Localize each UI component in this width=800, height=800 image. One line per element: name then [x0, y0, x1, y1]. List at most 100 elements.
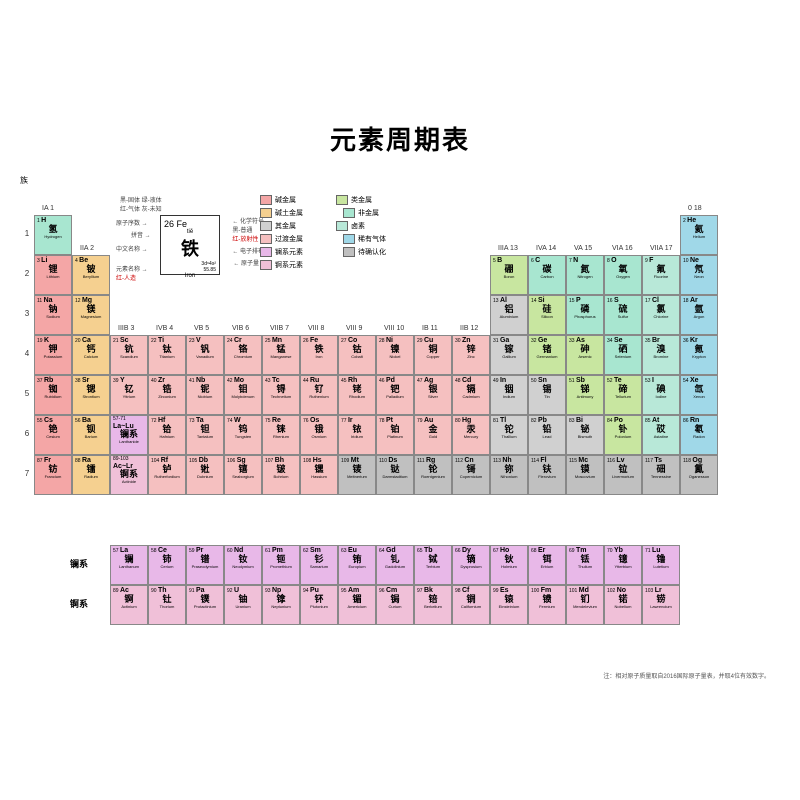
group-label: IIA 2	[80, 245, 94, 252]
period-label: 7	[20, 469, 34, 478]
element-cell: 90 Th钍Thorium	[148, 585, 186, 625]
group-label: IIIA 13	[498, 245, 518, 252]
element-cell: 45 Rh铑Rhodium	[338, 375, 376, 415]
element-cell: 52 Te碲Tellurium	[604, 375, 642, 415]
element-cell: 68 Er铒Erbium	[528, 545, 566, 585]
title: 元素周期表	[20, 120, 780, 157]
period-label: 2	[20, 269, 34, 278]
element-cell: 101 Md钔Mendelevium	[566, 585, 604, 625]
group-label: VIIB 7	[270, 325, 289, 332]
group-label: IVB 4	[156, 325, 173, 332]
element-cell: 3 Li锂Lithium	[34, 255, 72, 295]
element-cell: 58 Ce铈Cerium	[148, 545, 186, 585]
element-cell: 118 Og鿫Oganesson	[680, 455, 718, 495]
element-cell: 40 Zr锆Zirconium	[148, 375, 186, 415]
element-cell: 57 La镧Lanthanum	[110, 545, 148, 585]
element-cell: 98 Cf锎Californium	[452, 585, 490, 625]
element-cell: 112 Cn鿔Copernicium	[452, 455, 490, 495]
group-label: VIII 10	[384, 325, 404, 332]
element-cell: 14 Si硅Silicon	[528, 295, 566, 335]
element-cell: 16 S硫Sulfur	[604, 295, 642, 335]
element-cell: 100 Fm镄Fermium	[528, 585, 566, 625]
element-cell: 92 U铀Uranium	[224, 585, 262, 625]
element-cell: 24 Cr铬Chromium	[224, 335, 262, 375]
element-cell: 95 Am镅Americium	[338, 585, 376, 625]
element-cell: 48 Cd镉Cadmium	[452, 375, 490, 415]
element-cell: 91 Pa镤Protactinium	[186, 585, 224, 625]
element-cell: 57-71 La~Lu镧系Lanthanide	[110, 415, 148, 455]
periodic-table-grid: IA 1IIA 2IIIB 3IVB 4VB 5VIB 6VIIB 7VIII …	[20, 165, 780, 525]
element-cell: 73 Ta钽Tantalum	[186, 415, 224, 455]
zu-label: 族	[20, 175, 28, 186]
group-label: VIIA 17	[650, 245, 673, 252]
element-cell: 6 C碳Carbon	[528, 255, 566, 295]
element-cell: 88 Ra镭Radium	[72, 455, 110, 495]
element-cell: 43 Tc锝Technetium	[262, 375, 300, 415]
element-cell: 96 Cm锔Curium	[376, 585, 414, 625]
element-cell: 44 Ru钌Ruthenium	[300, 375, 338, 415]
element-cell: 30 Zn锌Zinc	[452, 335, 490, 375]
element-cell: 39 Y钇Yttrium	[110, 375, 148, 415]
element-cell: 74 W钨Tungsten	[224, 415, 262, 455]
element-cell: 61 Pm钷Promethium	[262, 545, 300, 585]
group-label: IB 11	[422, 325, 438, 332]
element-cell: 97 Bk锫Berkelium	[414, 585, 452, 625]
element-cell: 75 Re铼Rhenium	[262, 415, 300, 455]
element-cell: 71 Lu镥Lutetium	[642, 545, 680, 585]
element-cell: 53 I碘Iodine	[642, 375, 680, 415]
key-diagram: 黑-固体 绿-液体红-气体 灰-未知26 Fetiě铁3d⁶4s²55.85Ir…	[120, 195, 220, 275]
element-cell: 51 Sb锑Antimony	[566, 375, 604, 415]
element-cell: 31 Ga镓Gallium	[490, 335, 528, 375]
element-cell: 19 K钾Potassium	[34, 335, 72, 375]
element-cell: 56 Ba钡Barium	[72, 415, 110, 455]
group-label: IA 1	[42, 205, 54, 212]
period-label: 3	[20, 309, 34, 318]
element-cell: 25 Mn锰Manganese	[262, 335, 300, 375]
element-cell: 22 Ti钛Titanium	[148, 335, 186, 375]
element-cell: 37 Rb铷Rubidium	[34, 375, 72, 415]
element-cell: 115 Mc镆Moscovium	[566, 455, 604, 495]
element-cell: 13 Al铝Aluminium	[490, 295, 528, 335]
element-cell: 5 B硼Boron	[490, 255, 528, 295]
element-cell: 72 Hf铪Hafnium	[148, 415, 186, 455]
lanthanide-actinide-block: 镧系锕系57 La镧Lanthanum58 Ce铈Cerium59 Pr镨Pra…	[20, 545, 780, 625]
element-cell: 84 Po钋Polonium	[604, 415, 642, 455]
element-cell: 94 Pu钚Plutonium	[300, 585, 338, 625]
element-cell: 110 Ds𫟼Darmstadtium	[376, 455, 414, 495]
footnote: 注：相对原子质量取自2016国际原子量表，并取4位有效数字。	[603, 671, 770, 680]
period-label: 1	[20, 229, 34, 238]
group-label: 0 18	[688, 205, 702, 212]
element-cell: 81 Tl铊Thallium	[490, 415, 528, 455]
element-cell: 59 Pr镨Praseodymium	[186, 545, 224, 585]
element-cell: 2 He氦Helium	[680, 215, 718, 255]
element-cell: 105 Db𬭊Dubnium	[186, 455, 224, 495]
element-cell: 79 Au金Gold	[414, 415, 452, 455]
element-cell: 87 Fr钫Francium	[34, 455, 72, 495]
group-label: VIII 9	[346, 325, 362, 332]
group-label: IIB 12	[460, 325, 478, 332]
element-cell: 35 Br溴Bromine	[642, 335, 680, 375]
group-label: VB 5	[194, 325, 209, 332]
element-cell: 54 Xe氙Xenon	[680, 375, 718, 415]
group-label: IIIB 3	[118, 325, 134, 332]
period-label: 4	[20, 349, 34, 358]
element-cell: 47 Ag银Silver	[414, 375, 452, 415]
element-cell: 107 Bh𬭛Bohrium	[262, 455, 300, 495]
element-cell: 12 Mg镁Magnesium	[72, 295, 110, 335]
element-cell: 50 Sn锡Tin	[528, 375, 566, 415]
element-cell: 49 In铟Indium	[490, 375, 528, 415]
element-cell: 33 As砷Arsenic	[566, 335, 604, 375]
element-cell: 99 Es锿Einsteinium	[490, 585, 528, 625]
element-cell: 93 Np镎Neptunium	[262, 585, 300, 625]
element-cell: 10 Ne氖Neon	[680, 255, 718, 295]
element-cell: 18 Ar氩Argon	[680, 295, 718, 335]
element-cell: 66 Dy镝Dysprosium	[452, 545, 490, 585]
element-cell: 1 H氢Hydrogen	[34, 215, 72, 255]
element-cell: 29 Cu铜Copper	[414, 335, 452, 375]
element-cell: 17 Cl氯Chlorine	[642, 295, 680, 335]
element-cell: 65 Tb铽Terbium	[414, 545, 452, 585]
element-cell: 63 Eu铕Europium	[338, 545, 376, 585]
element-cell: 15 P磷Phosphorus	[566, 295, 604, 335]
element-cell: 109 Mt鿏Meitnerium	[338, 455, 376, 495]
group-label: IVA 14	[536, 245, 556, 252]
